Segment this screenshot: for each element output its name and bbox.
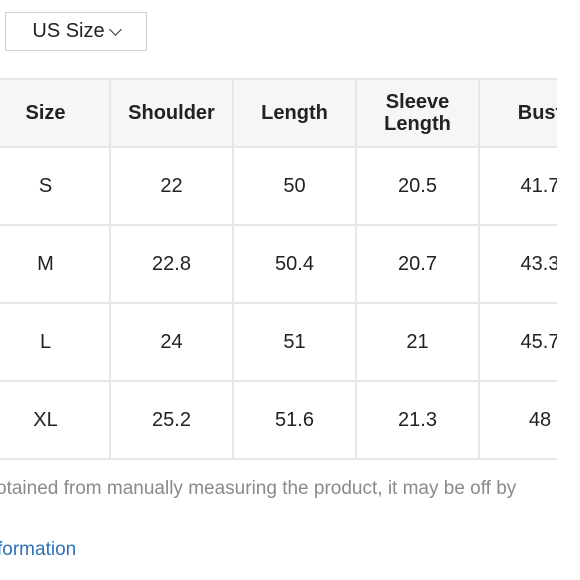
cell-sleeve-length: 20.5 xyxy=(355,146,480,226)
size-table: Size Shoulder Length Sleeve Length Bust … xyxy=(0,78,557,460)
unit-size-dropdown[interactable]: US Size xyxy=(5,12,147,51)
cell-shoulder: 24 xyxy=(109,302,234,382)
header-sleeve-length: Sleeve Length xyxy=(355,78,480,148)
cell-shoulder: 22 xyxy=(109,146,234,226)
cell-shoulder: 22.8 xyxy=(109,224,234,304)
cell-length: 51 xyxy=(232,302,357,382)
header-sleeve-line1: Sleeve xyxy=(385,91,450,113)
more-information-link[interactable]: formation xyxy=(0,539,77,560)
header-length: Length xyxy=(232,78,357,148)
cell-size: XL xyxy=(0,380,111,460)
cell-bust: 41.7 xyxy=(478,146,557,226)
size-table-container[interactable]: Size Shoulder Length Sleeve Length Bust … xyxy=(0,78,557,461)
cell-sleeve-length: 21.3 xyxy=(355,380,480,460)
cell-bust: 43.3 xyxy=(478,224,557,304)
cell-size: M xyxy=(0,224,111,304)
cell-bust: 45.7 xyxy=(478,302,557,382)
cell-length: 50 xyxy=(232,146,357,226)
header-sleeve-line2: Length xyxy=(384,113,451,135)
table-row: M 22.8 50.4 20.7 43.3 xyxy=(0,224,557,304)
header-bust: Bust xyxy=(478,78,557,148)
table-row: L 24 51 21 45.7 xyxy=(0,302,557,382)
chevron-down-icon xyxy=(108,23,122,36)
table-header-row: Size Shoulder Length Sleeve Length Bust xyxy=(0,78,557,148)
header-shoulder: Shoulder xyxy=(109,78,234,148)
cell-length: 51.6 xyxy=(232,380,357,460)
cell-sleeve-length: 21 xyxy=(355,302,480,382)
table-row: S 22 50 20.5 41.7 xyxy=(0,146,557,226)
cell-length: 50.4 xyxy=(232,224,357,304)
measurement-disclaimer: otained from manually measuring the prod… xyxy=(0,478,517,499)
cell-size: L xyxy=(0,302,111,382)
table-row: XL 25.2 51.6 21.3 48 xyxy=(0,380,557,460)
cell-size: S xyxy=(0,146,111,226)
header-size: Size xyxy=(0,78,111,148)
cell-bust: 48 xyxy=(478,380,557,460)
cell-shoulder: 25.2 xyxy=(109,380,234,460)
cell-sleeve-length: 20.7 xyxy=(355,224,480,304)
unit-size-label: US Size xyxy=(32,20,105,42)
